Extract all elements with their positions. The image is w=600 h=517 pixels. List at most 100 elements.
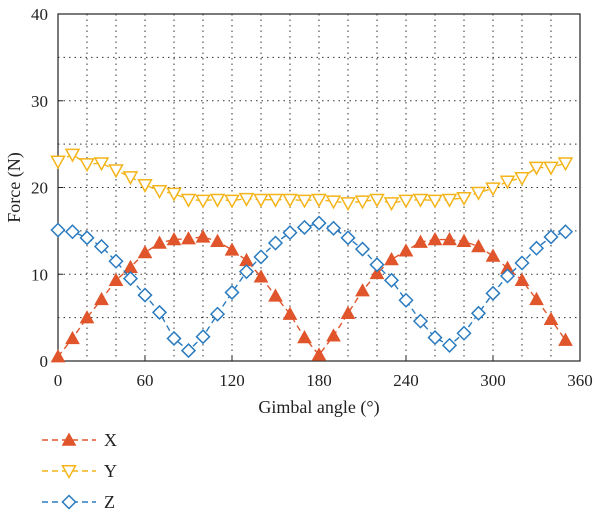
- series-z-point: [557, 224, 574, 240]
- legend-label-z: Z: [104, 492, 115, 512]
- series-y-point: [209, 193, 226, 208]
- series-y-point: [64, 148, 81, 163]
- series-x-point: [485, 248, 501, 262]
- series-x-point: [65, 330, 80, 345]
- series-y-point: [311, 193, 327, 208]
- legend-marker-x: [61, 432, 77, 446]
- series-y-point: [195, 194, 211, 209]
- series-z-point: [137, 287, 153, 303]
- series-z-point: [296, 219, 313, 235]
- series-z-point: [398, 292, 414, 308]
- series-z-point: [383, 272, 400, 288]
- series-x-point: [268, 288, 283, 302]
- series-x-point: [195, 229, 211, 243]
- series-x-point: [239, 252, 254, 267]
- series-z-point: [180, 343, 197, 359]
- series-y-point: [267, 193, 284, 208]
- series-z-point: [340, 230, 356, 246]
- series-y-point: [383, 197, 400, 212]
- series-z-point: [427, 330, 443, 346]
- series-z-point: [499, 268, 516, 284]
- series-y-point: [166, 187, 182, 202]
- y-tick-label: 40: [31, 5, 48, 24]
- series-y-point: [514, 172, 530, 187]
- series-x-point: [50, 349, 66, 363]
- series-z-point: [369, 257, 385, 273]
- series-z-point: [151, 304, 168, 320]
- series-z: [50, 215, 574, 359]
- y-tick-label: 0: [40, 352, 49, 371]
- series-x-point: [384, 251, 399, 266]
- series-x-point: [514, 272, 530, 287]
- series-x-point: [558, 332, 573, 346]
- series-y-point: [485, 182, 501, 197]
- series-y-point: [398, 194, 414, 209]
- series-x-point: [210, 233, 225, 247]
- series-y-point: [151, 185, 168, 200]
- series-z-point: [485, 285, 501, 301]
- series-y-point: [137, 178, 153, 193]
- series-z-line: [57, 222, 566, 352]
- series-x-point: [152, 235, 167, 249]
- series-x-point: [282, 306, 298, 320]
- series-y-point: [79, 158, 95, 173]
- series-z-point: [224, 284, 240, 301]
- x-axis-title: Gimbal angle (°): [258, 397, 379, 418]
- series-z-point: [108, 253, 124, 269]
- legend-item-x: X: [42, 430, 117, 450]
- x-tick-label: 300: [480, 371, 506, 390]
- series-x-point: [369, 265, 385, 280]
- series-y-point: [253, 193, 269, 208]
- series-x-point: [529, 291, 544, 306]
- series-y-point: [238, 192, 255, 207]
- series-y-point: [528, 161, 545, 176]
- series-z-point: [50, 222, 66, 238]
- series-y-point: [340, 197, 356, 212]
- series-x-point: [355, 283, 370, 297]
- series-y-point: [354, 195, 371, 210]
- y-tick-label: 30: [31, 92, 48, 111]
- x-tick-label: 180: [306, 371, 332, 390]
- series-y-point: [427, 194, 443, 209]
- legend-item-y: Y: [42, 461, 117, 481]
- series-x-point: [297, 330, 312, 344]
- series-y-point: [543, 161, 559, 176]
- x-tick-label: 120: [219, 371, 245, 390]
- series-y-point: [369, 193, 385, 208]
- y-axis-title: Force (N): [4, 152, 25, 222]
- series-z-point: [195, 329, 211, 345]
- series-x-point: [94, 291, 109, 306]
- series-z-point: [238, 264, 255, 280]
- series-y-line: [57, 153, 566, 204]
- y-tick-label: 20: [31, 179, 48, 198]
- series-y-point: [50, 155, 66, 170]
- series-y-point: [499, 175, 516, 190]
- series-z-point: [267, 235, 284, 251]
- series-z-point: [543, 229, 559, 245]
- series-x-point: [108, 272, 124, 287]
- series-z-point: [456, 325, 472, 341]
- series-x-point: [398, 243, 414, 257]
- series-x-point: [413, 234, 428, 248]
- axis-ticks: 0 60 120 180 240 300 360 0 10 20 30 40: [31, 5, 593, 390]
- series-x-point: [340, 305, 356, 319]
- series-x-point: [137, 245, 153, 259]
- series-z-point: [514, 255, 530, 271]
- series-z-point: [122, 271, 139, 287]
- series-z-point: [325, 220, 342, 236]
- series-z-point: [470, 305, 487, 321]
- series-z-point: [93, 238, 110, 255]
- grid: [58, 14, 580, 361]
- series-y-point: [93, 157, 110, 172]
- legend-item-z: Z: [42, 492, 115, 512]
- series-y-point: [282, 193, 298, 208]
- y-tick-label: 10: [31, 265, 48, 284]
- legend-marker-y: [61, 465, 77, 480]
- series-y-point: [557, 157, 574, 172]
- series-y-point: [180, 193, 197, 208]
- series-y-point: [224, 194, 240, 209]
- series-z-point: [282, 225, 298, 241]
- series-z-point: [253, 249, 269, 265]
- series-z-point: [166, 330, 182, 347]
- series-y-point: [412, 193, 429, 208]
